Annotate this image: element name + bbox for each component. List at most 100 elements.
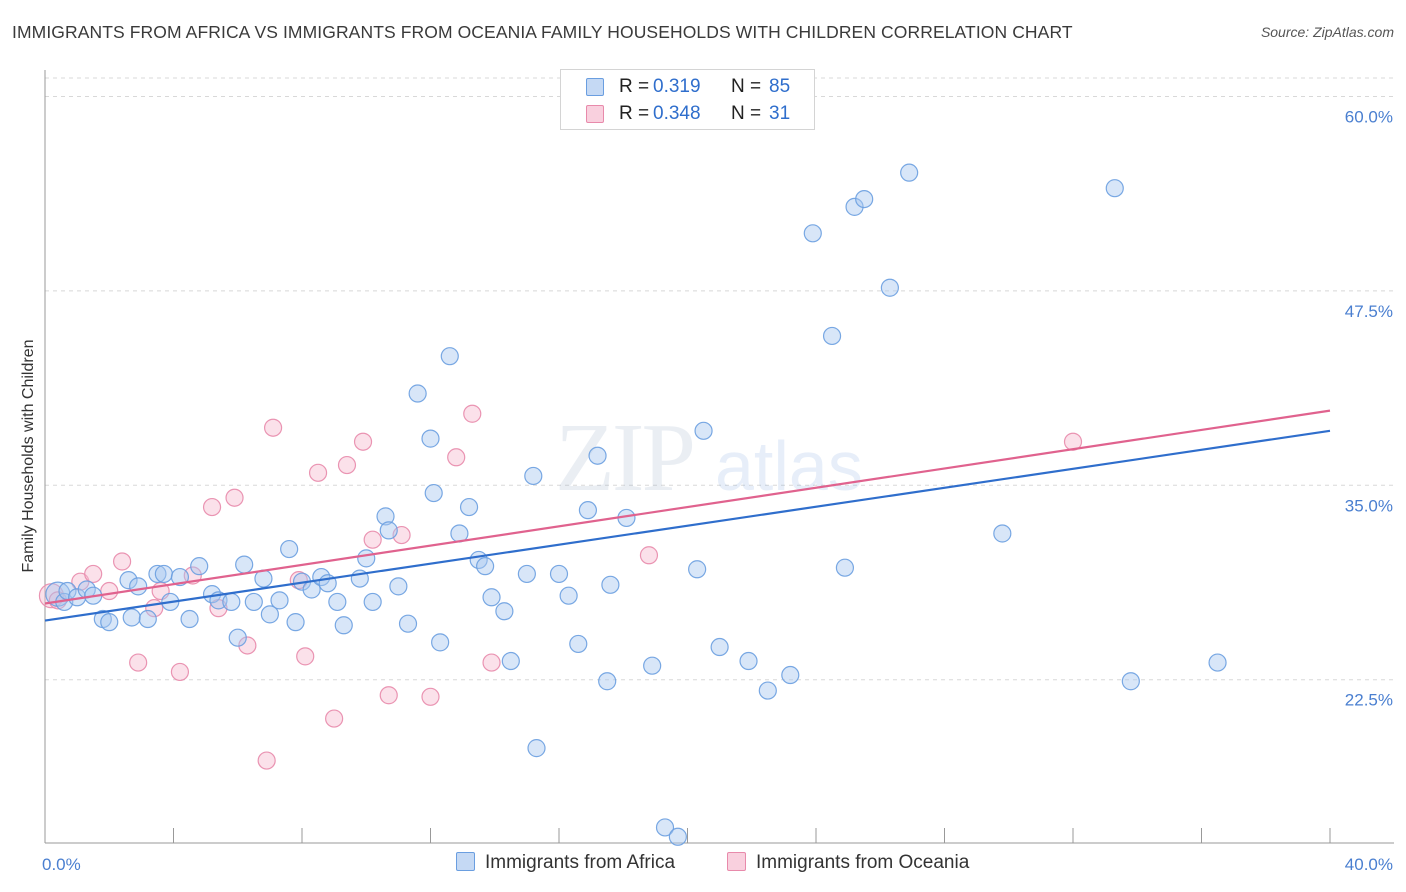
trend-lines: [44, 409, 1331, 622]
oceania-point: [129, 653, 148, 672]
africa-point: [408, 384, 427, 403]
oceania-point: [639, 546, 659, 565]
africa-point: [148, 564, 167, 584]
africa-r-value: 0.319: [653, 76, 701, 97]
africa-point: [549, 564, 569, 584]
africa-point: [190, 557, 209, 576]
x-tick-label-min: 0.0%: [42, 855, 81, 874]
chart-title: IMMIGRANTS FROM AFRICA VS IMMIGRANTS FRO…: [12, 22, 1073, 42]
oceania-n-label: N =: [731, 103, 762, 124]
africa-legend-swatch: [456, 852, 475, 871]
oceania-point: [325, 709, 344, 728]
oceania-point: [202, 497, 222, 517]
africa-point: [845, 197, 864, 216]
africa-point: [527, 739, 546, 758]
africa-point: [431, 633, 450, 652]
africa-point: [694, 421, 713, 440]
oceania-point: [353, 432, 373, 451]
y-tick-label: 60.0%: [1345, 107, 1393, 126]
africa-point: [803, 224, 822, 243]
grid-lines: [45, 77, 1394, 681]
y-axis-label: Family Households with Children: [20, 340, 37, 573]
africa-point: [880, 278, 899, 297]
africa-trend-line: [44, 429, 1331, 622]
africa-point: [424, 483, 443, 503]
tick-labels: 22.5% 35.0% 47.5% 60.0% 0.0% 40.0%: [42, 107, 1393, 874]
legend-stats: R = 0.319 N = 85 R = 0.348 N = 31: [560, 69, 815, 130]
africa-points: [45, 163, 1227, 846]
oceania-r-label: R =: [619, 103, 650, 124]
africa-point: [440, 347, 459, 366]
africa-point: [900, 163, 919, 182]
oceania-r-value: 0.348: [653, 103, 701, 124]
oceania-point: [257, 751, 276, 770]
africa-point: [1208, 653, 1227, 672]
africa-point: [228, 628, 247, 647]
oceania-point: [170, 662, 190, 682]
africa-point: [855, 189, 874, 209]
watermark-atlas: atlas: [715, 427, 863, 505]
legend-item-africa: Immigrants from Africa: [456, 852, 675, 876]
africa-point: [260, 605, 279, 624]
africa-point: [524, 466, 543, 486]
oceania-point: [225, 488, 244, 507]
y-tick-label: 22.5%: [1345, 691, 1393, 710]
africa-point: [244, 592, 263, 612]
africa-point: [643, 656, 662, 675]
oceania-point: [421, 687, 440, 706]
oceania-point: [238, 636, 257, 655]
africa-n-label: N =: [731, 76, 762, 97]
y-tick-label: 47.5%: [1345, 302, 1393, 321]
oceania-point: [84, 564, 103, 584]
oceania-point: [308, 463, 328, 482]
africa-point: [122, 608, 141, 627]
watermark: ZIP atlas: [555, 404, 863, 512]
africa-point: [376, 507, 395, 526]
africa-point: [559, 586, 578, 605]
africa-point: [578, 501, 598, 520]
africa-point: [235, 555, 254, 574]
africa-point: [601, 575, 620, 594]
africa-swatch: [586, 78, 604, 96]
legend-item-oceania: Immigrants from Oceania: [727, 852, 969, 876]
africa-point: [993, 524, 1012, 543]
oceania-legend-swatch: [727, 852, 746, 871]
africa-point: [482, 588, 501, 607]
africa-point: [1105, 179, 1124, 198]
africa-point: [180, 609, 199, 629]
oceania-point: [112, 552, 132, 571]
africa-r-label: R =: [619, 76, 650, 97]
africa-point: [822, 326, 842, 346]
africa-point: [688, 560, 707, 579]
oceania-swatch: [586, 105, 604, 123]
x-tick-label-max: 40.0%: [1345, 855, 1393, 874]
africa-point: [1121, 672, 1140, 691]
oceania-point: [337, 455, 357, 475]
africa-point: [100, 613, 119, 632]
oceania-trend-line: [44, 409, 1331, 605]
oceania-legend-label: Immigrants from Oceania: [756, 852, 970, 873]
africa-point: [328, 592, 347, 612]
oceania-point: [100, 581, 119, 601]
oceania-point: [363, 530, 382, 549]
africa-legend-label: Immigrants from Africa: [485, 852, 676, 873]
africa-point: [501, 651, 520, 671]
y-tick-label: 35.0%: [1345, 496, 1393, 515]
oceania-point: [296, 647, 315, 666]
africa-point: [363, 592, 382, 612]
africa-point: [389, 577, 408, 596]
africa-point: [588, 446, 607, 465]
africa-point: [286, 613, 305, 632]
africa-point: [119, 571, 138, 590]
africa-point: [668, 827, 687, 846]
africa-point: [517, 564, 536, 584]
africa-point: [835, 558, 855, 577]
africa-point: [154, 564, 173, 584]
africa-n-value: 85: [769, 76, 791, 97]
oceania-point: [447, 448, 466, 467]
watermark-zip: ZIP: [555, 404, 693, 512]
africa-point: [758, 681, 777, 700]
oceania-point: [263, 418, 283, 437]
africa-point: [655, 818, 675, 837]
